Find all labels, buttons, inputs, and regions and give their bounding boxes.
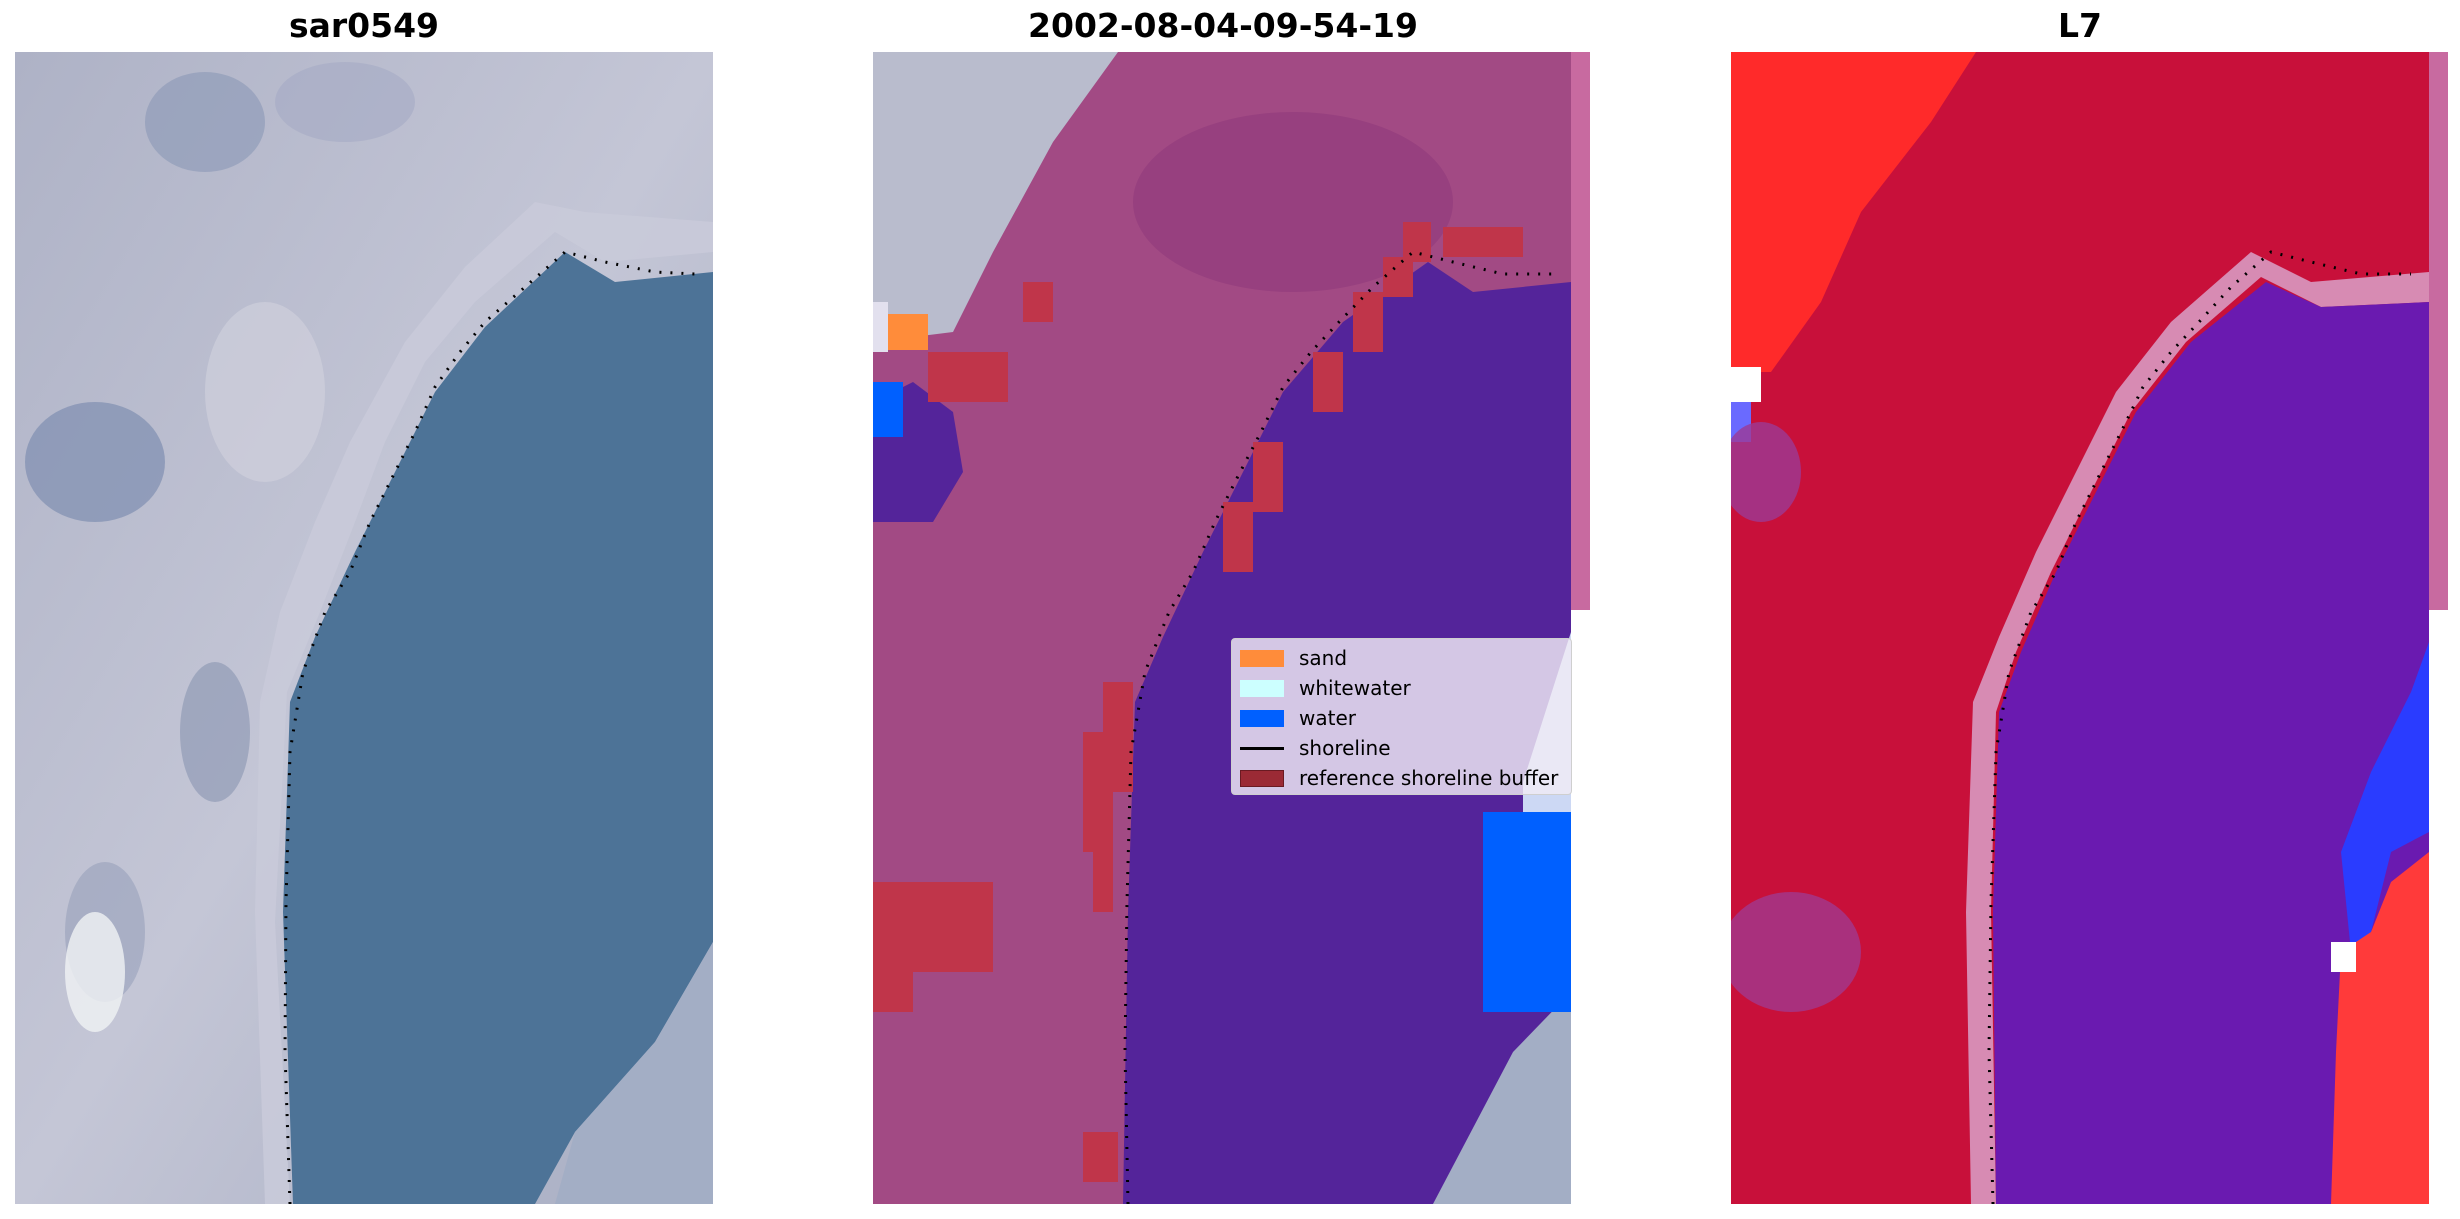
sand-swatch — [1240, 649, 1284, 667]
shoreline-dotted — [283, 250, 696, 1204]
legend-label: sand — [1299, 646, 1348, 670]
panel-title-rgb: sar0549 — [288, 6, 440, 45]
sand-patch — [888, 314, 928, 350]
legend-label: shoreline — [1299, 736, 1391, 760]
shoreline-swatch — [1240, 746, 1284, 750]
reference-buffer — [873, 222, 1523, 1182]
rgb-image-panel — [15, 52, 713, 1204]
panel-title-l7: L7 — [2058, 6, 2102, 45]
legend-item-shoreline: shoreline — [1240, 733, 1563, 763]
legend-item-sand: sand — [1240, 643, 1563, 673]
classification-panel — [873, 52, 1590, 1204]
panel-title-classification: 2002-08-04-09-54-19 — [1028, 6, 1418, 45]
legend-item-water: water — [1240, 703, 1563, 733]
l7-index-image — [1731, 52, 2448, 1204]
legend-label: water — [1299, 706, 1356, 730]
shoreline-dotted — [1987, 250, 2411, 1204]
water-patch-left — [873, 382, 903, 437]
whitewater-swatch — [1240, 679, 1284, 697]
legend: sand whitewater water shoreline referenc… — [1231, 638, 1572, 795]
rgb-satellite-image — [15, 52, 713, 1204]
buffer-swatch — [1240, 769, 1284, 787]
water-swatch — [1240, 709, 1284, 727]
classification-image — [873, 52, 1590, 1204]
legend-label: whitewater — [1299, 676, 1411, 700]
legend-item-reference-buffer: reference shoreline buffer — [1240, 763, 1563, 793]
shoreline-dotted — [1123, 250, 1553, 1204]
legend-item-whitewater: whitewater — [1240, 673, 1563, 703]
l7-index-panel — [1731, 52, 2448, 1204]
legend-label: reference shoreline buffer — [1299, 766, 1559, 790]
water-patch-right — [1483, 812, 1571, 1012]
